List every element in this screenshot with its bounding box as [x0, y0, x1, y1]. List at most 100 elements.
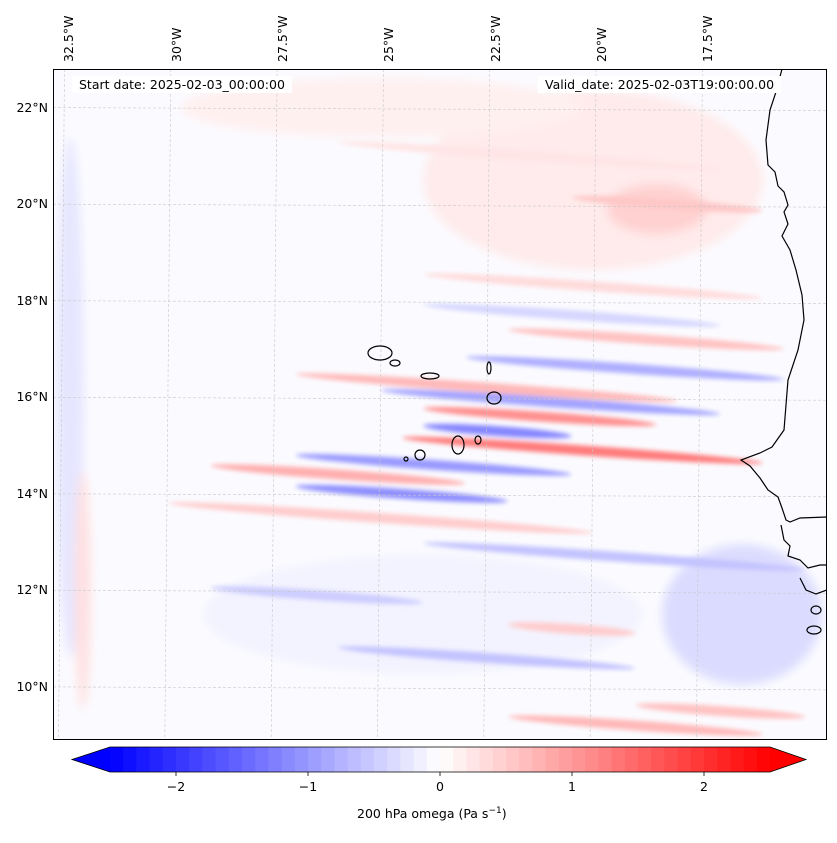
- island-outline: [806, 625, 822, 635]
- colorbar-segment: [426, 747, 441, 772]
- colorbar-segment: [308, 747, 322, 772]
- colorbar-segment: [149, 747, 164, 772]
- parallel-line: [53, 686, 827, 691]
- latitude-label: 18°N: [16, 292, 48, 308]
- parallel-line: [53, 590, 827, 594]
- omega-field: [53, 69, 827, 740]
- colorbar-extend-min: [72, 747, 110, 772]
- colorbar-segment: [321, 747, 335, 772]
- colorbar-segment: [466, 747, 481, 772]
- island-outline: [486, 361, 492, 375]
- colorbar-segment: [756, 747, 771, 772]
- colorbar-segment: [268, 747, 283, 772]
- colorbar-segment: [360, 747, 375, 772]
- longitude-label: 25°W: [381, 27, 397, 62]
- longitude-label: 32.5°W: [60, 15, 76, 62]
- colorbar-segment: [545, 747, 560, 772]
- wave-bands: [168, 141, 806, 736]
- longitude-label: 22.5°W: [487, 15, 503, 62]
- island-outline: [367, 345, 393, 361]
- colorbar-segment: [123, 747, 137, 772]
- colorbar-segment: [374, 747, 388, 772]
- island-outline: [810, 605, 822, 615]
- colorbar-segment: [651, 747, 665, 772]
- omega-band: [210, 586, 423, 605]
- omega-band: [423, 273, 763, 300]
- omega-band: [168, 502, 593, 534]
- latitude-label: 22°N: [16, 99, 48, 115]
- colorbar-segment: [664, 747, 679, 772]
- colorbar-segment: [440, 747, 454, 772]
- colorbar-segment: [638, 747, 652, 772]
- omega-band: [572, 195, 763, 213]
- omega-band: [402, 436, 763, 464]
- colorbar-segment: [717, 747, 731, 772]
- longitude-label: 17.5°W: [700, 15, 716, 62]
- latitude-label: 12°N: [16, 582, 48, 598]
- meridian-line: [58, 69, 65, 740]
- colorbar-segment: [730, 747, 745, 772]
- island-outline: [420, 372, 440, 380]
- colorbar-segment: [255, 747, 269, 772]
- latitude-label: 20°N: [16, 196, 48, 212]
- colorbar-segment: [743, 747, 758, 772]
- colorbar-segment: [189, 747, 203, 772]
- colorbar-segment: [453, 747, 467, 772]
- meridian-line: [164, 69, 172, 740]
- colorbar-tick-label: 2: [700, 779, 708, 794]
- colorbar-segment: [611, 747, 626, 772]
- meridian-line: [483, 69, 491, 740]
- parallel-line: [53, 107, 827, 111]
- omega-band: [295, 453, 572, 476]
- graticule: [53, 69, 827, 740]
- meridian-line: [377, 69, 384, 740]
- region-west-positive: [74, 470, 91, 711]
- africa-coastline: [739, 69, 827, 595]
- colorbar-segment: [110, 747, 124, 772]
- colorbar-segment: [202, 747, 217, 772]
- latitude-label: 14°N: [16, 485, 48, 501]
- parallel-line: [53, 396, 827, 401]
- region-south-negative: [202, 554, 643, 675]
- colorbar-label-sup: −1: [488, 806, 502, 816]
- omega-band: [508, 715, 763, 736]
- island-outline: [414, 449, 426, 461]
- meridian-line: [696, 69, 703, 740]
- colorbar-segment: [136, 747, 151, 772]
- colorbar-segment: [242, 747, 256, 772]
- colorbar-segment: [294, 747, 309, 772]
- omega-band: [508, 622, 636, 636]
- colorbar-segment: [400, 747, 415, 772]
- coastlines: [367, 69, 827, 635]
- omega-band: [295, 484, 508, 503]
- colorbar-segment: [690, 747, 705, 772]
- parallel-line: [53, 493, 827, 498]
- colorbar-segment: [598, 747, 613, 772]
- colorbar-label-main: 200 hPa omega (Pa s: [357, 806, 489, 822]
- omega-band: [423, 423, 572, 439]
- colorbar-segment: [492, 747, 507, 772]
- start-date-label: Start date: 2025-02-03_00:00:00: [72, 76, 292, 93]
- colorbar-segment: [413, 747, 428, 772]
- colorbar-tick-label: 1: [568, 779, 576, 794]
- colorbar-segment: [677, 747, 692, 772]
- longitude-label: 20°W: [594, 27, 610, 62]
- colorbar-segment: [558, 747, 573, 772]
- omega-band: [508, 328, 785, 351]
- colorbar-segment: [162, 747, 177, 772]
- colorbar-extend-max: [770, 747, 806, 772]
- colorbar-outline: [70, 746, 808, 773]
- colorbar-label: 200 hPa omega (Pa s−1): [357, 806, 507, 821]
- colorbar-tick-label: −2: [166, 779, 186, 794]
- colorbar-segment: [704, 747, 718, 772]
- omega-band: [338, 646, 636, 670]
- omega-band: [635, 703, 806, 719]
- region-ne-positive-core: [606, 183, 707, 234]
- longitude-label: 30°W: [168, 27, 184, 62]
- longitude-label: 27.5°W: [275, 15, 291, 62]
- colorbar-segment: [624, 747, 639, 772]
- colorbar-segment: [334, 747, 349, 772]
- map-frame: [53, 69, 827, 740]
